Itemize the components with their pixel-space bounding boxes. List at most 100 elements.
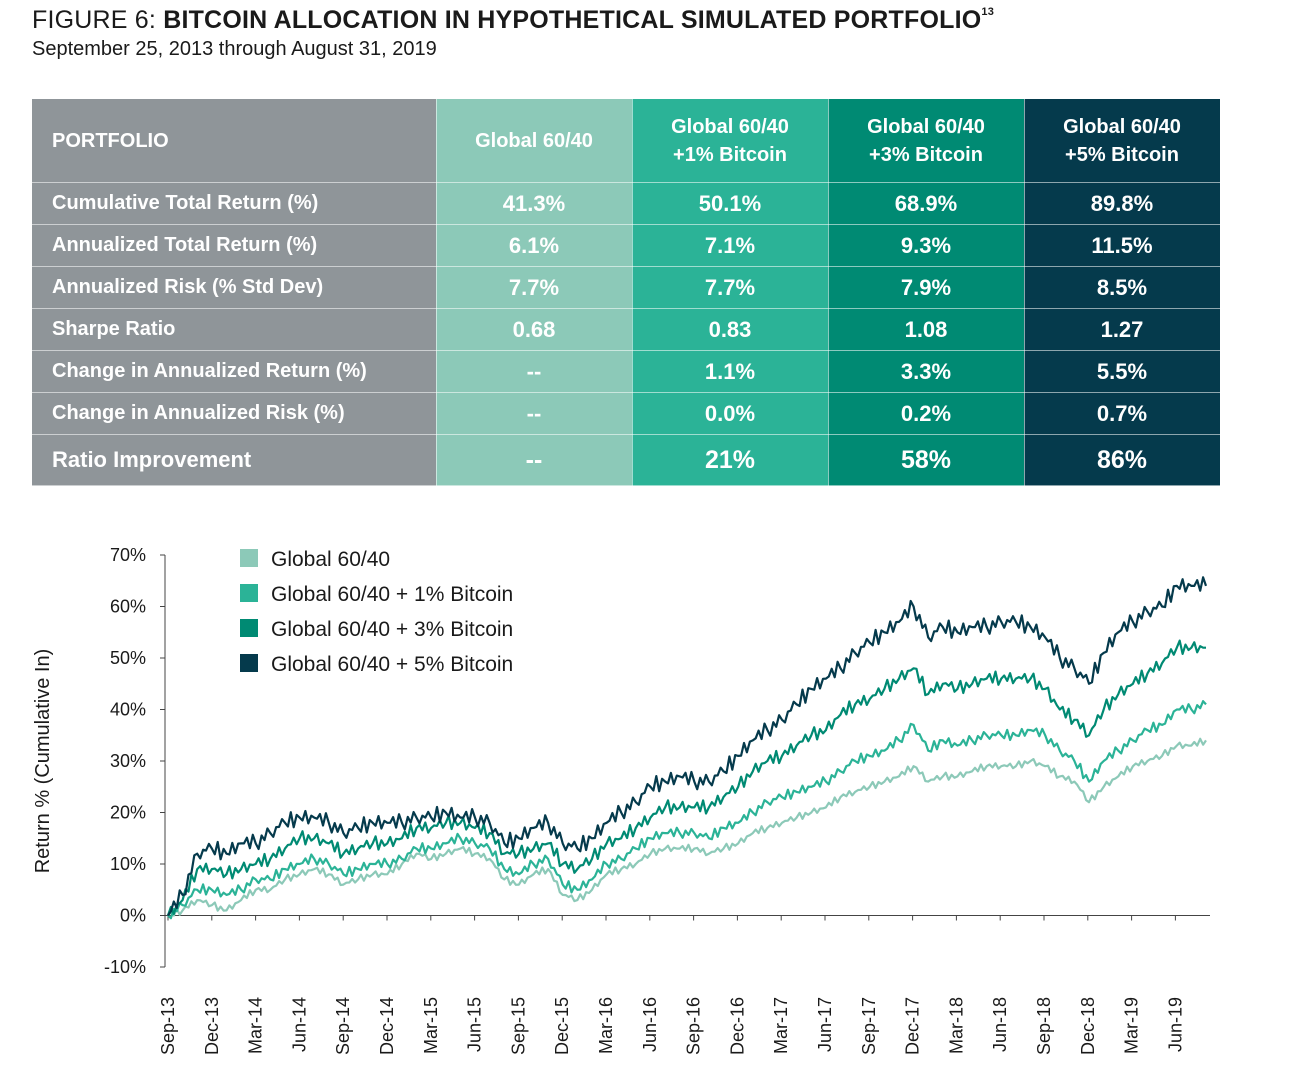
x-tick-label: Sep-18 — [1034, 997, 1054, 1055]
table-cell: 0.0% — [632, 392, 829, 435]
table-cell: 58% — [828, 434, 1025, 486]
x-tick-label: Dec-15 — [552, 997, 572, 1055]
table-cell: 9.3% — [828, 224, 1025, 267]
table-cell: 41.3% — [436, 182, 633, 225]
column-header-plus5-bitcoin: Global 60/40 +5% Bitcoin — [1024, 99, 1221, 183]
table-row: Cumulative Total Return (%) 41.3% 50.1% … — [32, 182, 1221, 225]
table-cell: 0.2% — [828, 392, 1025, 435]
legend-swatch — [240, 584, 258, 602]
table-cell: 0.83 — [632, 308, 829, 351]
x-tick-label: Jun-15 — [465, 997, 485, 1052]
y-tick-label: 40% — [110, 700, 146, 720]
table-cell: 7.7% — [436, 266, 633, 309]
legend-label: Global 60/40 + 5% Bitcoin — [271, 653, 513, 676]
table-row: Change in Annualized Return (%) -- 1.1% … — [32, 350, 1221, 393]
table-cell: 3.3% — [828, 350, 1025, 393]
row-label: Ratio Improvement — [32, 434, 437, 486]
y-axis-title: Return % (Cumulative In) — [32, 649, 54, 874]
x-tick-label: Jun-19 — [1165, 997, 1185, 1052]
series-line-2 — [167, 700, 1207, 920]
cumulative-return-line-chart: -10% 0% 10% 20% 30% 40% 50% 60% 70% Return % (Cum… — [32, 545, 1210, 1055]
series-line-1 — [167, 737, 1207, 917]
x-tick-label: Sep-17 — [859, 997, 879, 1055]
x-tick-label: Sep-16 — [684, 997, 704, 1055]
x-tick-label: Mar-15 — [421, 997, 441, 1054]
y-tick-label: 60% — [110, 597, 146, 617]
x-tick-label: Dec-14 — [377, 997, 397, 1055]
x-tick-label: Jun-16 — [640, 997, 660, 1052]
row-label: Change in Annualized Risk (%) — [32, 392, 437, 435]
legend-label: Global 60/40 + 3% Bitcoin — [271, 618, 513, 641]
figure-title-text: BITCOIN ALLOCATION IN HYPOTHETICAL SIMUL… — [163, 6, 982, 34]
table-row: Change in Annualized Risk (%) -- 0.0% 0.… — [32, 392, 1221, 435]
row-label: Change in Annualized Return (%) — [32, 350, 437, 393]
y-tick-label: 20% — [110, 803, 146, 823]
x-tick-label: Mar-18 — [946, 997, 966, 1054]
table-cell: 0.68 — [436, 308, 633, 351]
y-tick-label: 10% — [110, 854, 146, 874]
table-cell: 5.5% — [1024, 350, 1221, 393]
legend-label: Global 60/40 — [271, 548, 390, 571]
legend-swatch — [240, 549, 258, 567]
x-tick-label: Mar-19 — [1122, 997, 1142, 1054]
portfolio-summary-table: PORTFOLIO Global 60/40 Global 60/40 +1% B… — [32, 99, 1221, 486]
legend-label: Global 60/40 + 1% Bitcoin — [271, 583, 513, 606]
table-cell: 50.1% — [632, 182, 829, 225]
y-tick-label: 50% — [110, 648, 146, 668]
x-tick-label: Mar-16 — [596, 997, 616, 1054]
y-tick-label: -10% — [104, 957, 146, 977]
x-tick-label: Mar-14 — [246, 997, 266, 1054]
footnote-marker: 13 — [981, 5, 995, 18]
figure-title: FIGURE 6: BITCOIN ALLOCATION IN HYPOTHET… — [32, 6, 994, 35]
table-row: Annualized Risk (% Std Dev) 7.7% 7.7% 7.… — [32, 266, 1221, 309]
table-cell: 68.9% — [828, 182, 1025, 225]
column-header-global-6040: Global 60/40 — [436, 99, 633, 183]
y-tick-label: 30% — [110, 751, 146, 771]
row-label: Annualized Total Return (%) — [32, 224, 437, 267]
series-line-4 — [167, 576, 1208, 917]
figure-number: FIGURE 6: — [32, 6, 164, 34]
table-cell: 1.1% — [632, 350, 829, 393]
table-cell: 7.1% — [632, 224, 829, 267]
table-cell: 1.27 — [1024, 308, 1221, 351]
legend-swatch — [240, 654, 258, 672]
column-header-plus3-bitcoin: Global 60/40 +3% Bitcoin — [828, 99, 1025, 183]
column-header-portfolio: PORTFOLIO — [32, 99, 437, 183]
x-tick-label: Sep-15 — [508, 997, 528, 1055]
figure-subtitle: September 25, 2013 through August 31, 20… — [32, 38, 437, 60]
y-tick-label: 70% — [110, 545, 146, 565]
x-tick-label: Sep-14 — [333, 997, 353, 1055]
x-tick-label: Jun-17 — [815, 997, 835, 1052]
legend-swatch — [240, 619, 258, 637]
y-tick-label: 0% — [120, 906, 146, 926]
row-label: Cumulative Total Return (%) — [32, 182, 437, 225]
table-header-row: PORTFOLIO Global 60/40 Global 60/40 +1% B… — [32, 99, 1221, 183]
table-cell: 8.5% — [1024, 266, 1221, 309]
table-row: Sharpe Ratio 0.68 0.83 1.08 1.27 — [32, 308, 1221, 351]
table-cell: 7.9% — [828, 266, 1025, 309]
column-header-plus1-bitcoin: Global 60/40 +1% Bitcoin — [632, 99, 829, 183]
table-row-ratio-improvement: Ratio Improvement -- 21% 58% 86% — [32, 434, 1221, 486]
table-cell: -- — [436, 434, 633, 486]
x-tick-label: Dec-13 — [202, 997, 222, 1055]
series-line-3 — [166, 639, 1206, 916]
x-tick-label: Jun-14 — [289, 997, 309, 1052]
x-tick-label: Sep-13 — [158, 997, 178, 1055]
table-cell: 21% — [632, 434, 829, 486]
table-cell: 89.8% — [1024, 182, 1221, 225]
table-cell: 0.7% — [1024, 392, 1221, 435]
table-cell: 86% — [1024, 434, 1221, 486]
table-cell: -- — [436, 392, 633, 435]
table-cell: 7.7% — [632, 266, 829, 309]
x-tick-label: Dec-17 — [903, 997, 923, 1055]
table-cell: -- — [436, 350, 633, 393]
row-label: Sharpe Ratio — [32, 308, 437, 351]
table-cell: 11.5% — [1024, 224, 1221, 267]
x-tick-label: Jun-18 — [990, 997, 1010, 1052]
table-cell: 1.08 — [828, 308, 1025, 351]
row-label: Annualized Risk (% Std Dev) — [32, 266, 437, 309]
table-cell: 6.1% — [436, 224, 633, 267]
x-tick-label: Dec-18 — [1078, 997, 1098, 1055]
table-row: Annualized Total Return (%) 6.1% 7.1% 9.… — [32, 224, 1221, 267]
x-tick-label: Dec-16 — [727, 997, 747, 1055]
